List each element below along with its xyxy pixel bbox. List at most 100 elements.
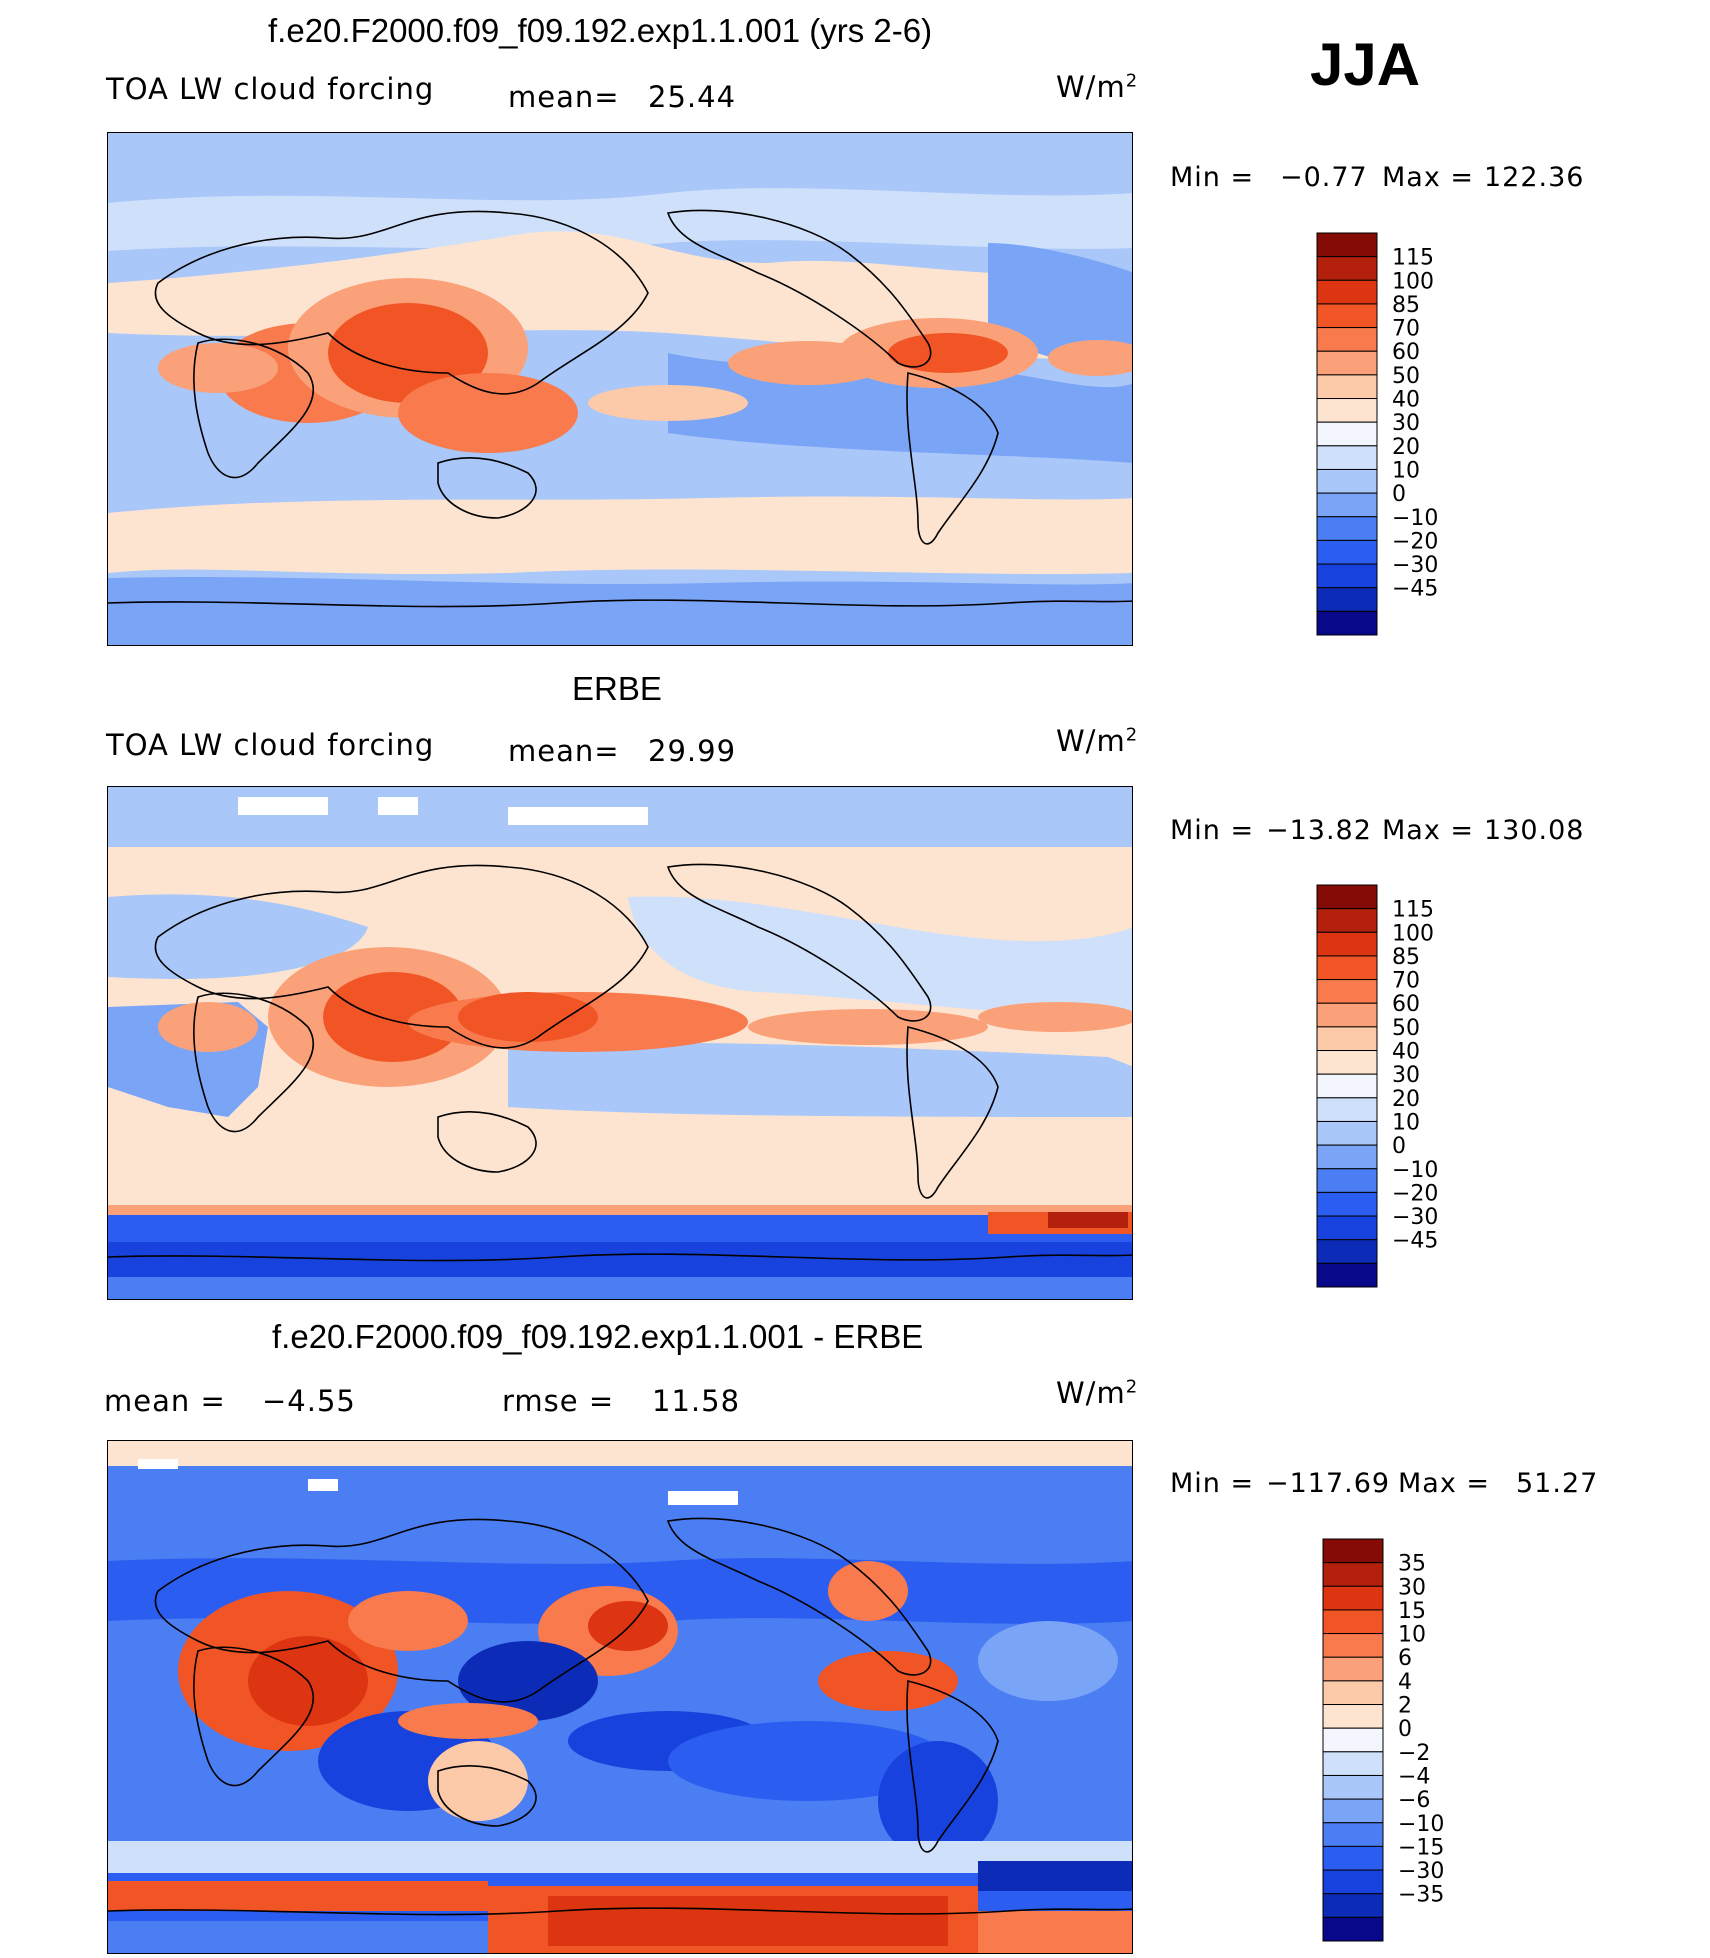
colorbar-tick-label: 60 [1392, 992, 1420, 1017]
colorbar-tick-label: 10 [1392, 458, 1420, 483]
colorbar-box [1316, 1215, 1378, 1241]
colorbar-tick-label: 30 [1398, 1575, 1426, 1600]
colorbar-box [1322, 1538, 1384, 1564]
season-label: JJA [1310, 31, 1421, 98]
panel2-min-value: −13.82 [1266, 815, 1372, 846]
panel2-mean-label: mean= [508, 734, 620, 768]
colorbar-tick-label: 40 [1392, 1040, 1420, 1065]
colorbar-box [1316, 1191, 1378, 1217]
colorbar-box [1316, 516, 1378, 541]
colorbar-tick-label: 50 [1392, 364, 1420, 389]
colorbar-box [1322, 1893, 1384, 1918]
colorbar-tick-label: −20 [1392, 1181, 1438, 1206]
colorbar-tick-label: 0 [1398, 1717, 1412, 1742]
panel1-min-value: −0.77 [1280, 162, 1368, 193]
colorbar-tick-label: 50 [1392, 1016, 1420, 1041]
colorbar-box [1316, 1097, 1378, 1122]
colorbar-tick-label: −10 [1392, 1158, 1438, 1183]
colorbar-tick-label: 30 [1392, 411, 1420, 436]
colorbar-box [1316, 1168, 1378, 1193]
colorbar-box [1316, 931, 1378, 957]
colorbar-box [1322, 1562, 1384, 1587]
panel2-min-label: Min = [1170, 815, 1255, 846]
colorbar-box [1316, 445, 1378, 470]
colorbar-box [1322, 1609, 1384, 1635]
colorbar-tick-label: 4 [1398, 1670, 1412, 1695]
colorbar-tick-label: 15 [1398, 1599, 1426, 1624]
panel1-min-label: Min = [1170, 162, 1255, 193]
colorbar-box [1322, 1585, 1384, 1611]
panel3-title: f.e20.F2000.f09_f09.192.exp1.1.001 - ERB… [272, 1318, 924, 1355]
colorbar-box [1316, 610, 1378, 636]
panel1-mean-label: mean= [508, 80, 620, 114]
colorbar-box [1322, 1869, 1384, 1895]
colorbar-box [1316, 563, 1378, 589]
colorbar-box [1322, 1774, 1384, 1800]
colorbar-box [1316, 398, 1378, 423]
colorbar-tick-label: −15 [1398, 1835, 1444, 1860]
panel1-title: f.e20.F2000.f09_f09.192.exp1.1.001 (yrs … [268, 12, 933, 49]
colorbar-box [1322, 1798, 1384, 1824]
colorbar-tick-label: 115 [1392, 246, 1434, 271]
colorbar-box [1316, 979, 1378, 1004]
panel2-mean-value: 29.99 [648, 734, 737, 768]
panel2-units: W/m2 [1056, 724, 1139, 758]
panel2-variable-label: TOA LW cloud forcing [106, 728, 435, 762]
colorbar-tick-label: 85 [1392, 293, 1420, 318]
colorbar-tick-label: −30 [1392, 553, 1438, 578]
panel1-map [107, 132, 1133, 646]
panel1-units: W/m2 [1056, 70, 1139, 104]
panel1-colorbar: 115 100 85 70 60 50 40 30 20 10 0 −10 −20 −30 −45 [1316, 232, 1476, 638]
colorbar-box [1316, 1073, 1378, 1099]
colorbar-box [1316, 884, 1378, 910]
colorbar-tick-label: 60 [1392, 340, 1420, 365]
colorbar-box [1316, 350, 1378, 376]
panel1-max-value: 122.36 [1484, 162, 1585, 193]
colorbar-box [1316, 1050, 1378, 1075]
panel3-colorbar: 35 30 15 10 6 4 2 0 −2 −4 −6 −10 −15 −30 −35 [1322, 1538, 1482, 1944]
colorbar-box [1322, 1751, 1384, 1776]
panel2-colorbar: 115 100 85 70 60 50 40 30 20 10 0 −10 −20 −30 −45 [1316, 884, 1476, 1290]
colorbar-box [1316, 468, 1378, 494]
colorbar-tick-label: 0 [1392, 482, 1406, 507]
colorbar-box [1316, 1120, 1378, 1146]
panel1-variable-label: TOA LW cloud forcing [106, 72, 435, 106]
colorbar-box [1322, 1916, 1384, 1942]
panel3-mean-label: mean = [104, 1384, 226, 1418]
colorbar-box [1316, 1144, 1378, 1170]
colorbar-tick-label: −45 [1392, 1229, 1438, 1254]
colorbar-box [1316, 1262, 1378, 1288]
colorbar-tick-label: −6 [1398, 1788, 1430, 1813]
panel2-title: ERBE [572, 670, 662, 707]
colorbar-box [1316, 1002, 1378, 1028]
colorbar-tick-label: 30 [1392, 1063, 1420, 1088]
colorbar-tick-label: −10 [1392, 506, 1438, 531]
colorbar-tick-label: −30 [1392, 1205, 1438, 1230]
colorbar-box [1322, 1704, 1384, 1729]
colorbar-tick-label: 40 [1392, 388, 1420, 413]
colorbar-box [1316, 492, 1378, 518]
colorbar-box [1316, 374, 1378, 400]
colorbar-box [1316, 908, 1378, 933]
colorbar-box [1316, 256, 1378, 281]
colorbar-tick-label: 10 [1398, 1623, 1426, 1648]
colorbar-box [1316, 1026, 1378, 1052]
colorbar-box [1316, 279, 1378, 305]
colorbar-tick-label: −2 [1398, 1741, 1430, 1766]
colorbar-tick-label: 35 [1398, 1552, 1426, 1577]
colorbar-tick-label: 100 [1392, 921, 1434, 946]
colorbar-tick-label: −20 [1392, 529, 1438, 554]
colorbar-box [1316, 303, 1378, 329]
colorbar-box [1322, 1680, 1384, 1706]
panel3-min-value: −117.69 [1266, 1468, 1391, 1499]
panel1-max-label: Max = [1382, 162, 1475, 193]
panel3-map [107, 1440, 1133, 1954]
colorbar-tick-label: −10 [1398, 1812, 1444, 1837]
colorbar-tick-label: 70 [1392, 969, 1420, 994]
panel3-max-value: 51.27 [1516, 1468, 1599, 1499]
panel3-max-label: Max = [1398, 1468, 1491, 1499]
panel3-rmse-value: 11.58 [652, 1384, 741, 1418]
colorbar-box [1316, 232, 1378, 258]
colorbar-tick-label: 20 [1392, 1087, 1420, 1112]
